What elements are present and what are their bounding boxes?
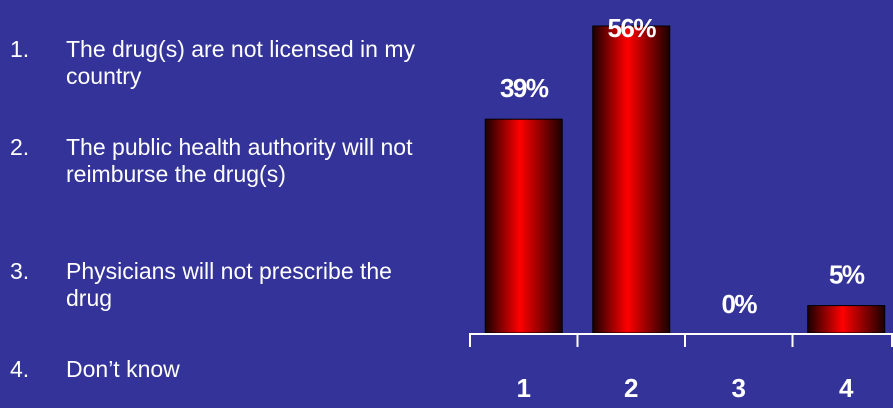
value-label-3: 0% [721,289,757,319]
value-labels-layer: 39% 56% 0% 5% [500,13,866,319]
legend-number: 2. [10,134,30,160]
legend-number: 3. [10,258,30,284]
legend-number: 1. [10,36,30,62]
bar-1 [484,118,563,334]
legend-text: Physicians will not prescribe the drug [66,258,392,311]
legend-text: Don’t know [66,356,180,382]
value-label-1: 39% [500,73,549,103]
x-tick-label-4: 4 [839,373,854,403]
value-label-2: 56% [607,13,656,43]
x-tick-label-3: 3 [732,373,746,403]
x-axis [469,333,893,347]
legend-text: The drug(s) are not licensed in my count… [66,36,415,89]
bar-2 [592,25,671,334]
value-label-4: 5% [829,260,865,290]
legend-number: 4. [10,356,30,382]
tick-labels-layer: 1 2 3 4 [517,373,855,403]
bars-layer [484,25,886,334]
x-tick-label-1: 1 [517,373,531,403]
bar-4 [807,305,886,334]
legend-text: The public health authority will not rei… [66,134,413,187]
x-tick-label-2: 2 [624,373,638,403]
answer-legend: 1. The drug(s) are not licensed in my co… [0,0,440,408]
